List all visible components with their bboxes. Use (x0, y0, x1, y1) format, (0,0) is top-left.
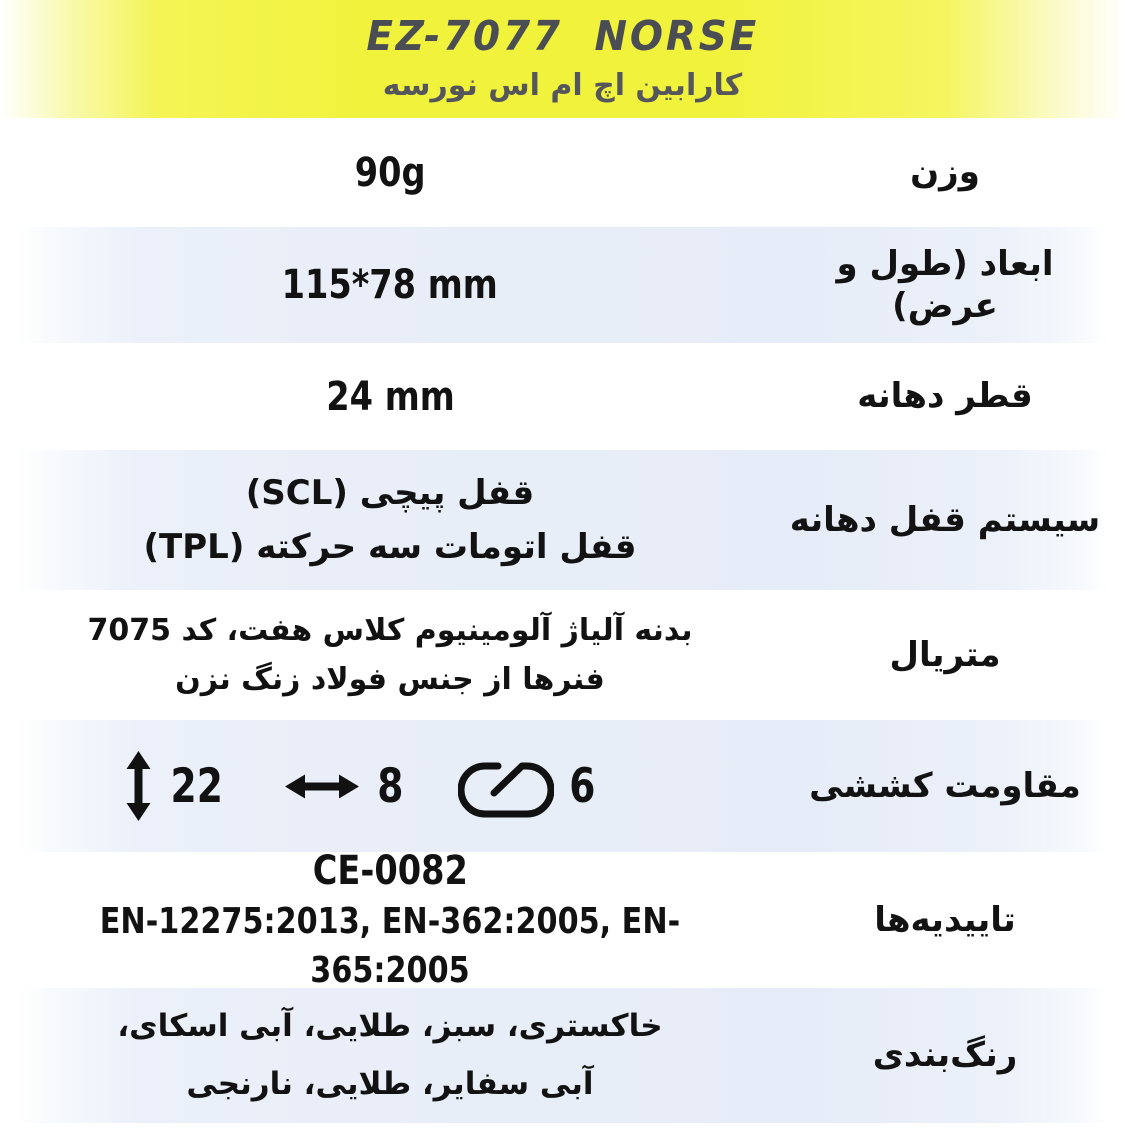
gate-diameter-value: 24 mm (325, 373, 455, 420)
header-banner: EZ-7077 NORSE کارابین اچ ام اس نورسه (0, 0, 1125, 118)
gate-diameter-label-cell: قطر دهانه (780, 375, 1110, 418)
certification-en-standards: EN-12275:2013, EN-362:2005, EN-365:2005 (99, 901, 681, 991)
weight-label: وزن (910, 152, 980, 193)
horizontal-double-arrow-icon (282, 773, 362, 800)
certifications-value-cell: CE-0082 EN-12275:2013, EN-362:2005, EN-3… (0, 844, 780, 995)
carabiner-gate-open-icon (458, 753, 555, 819)
row-weight: 90g وزن (0, 118, 1125, 227)
bottom-margin (0, 1123, 1125, 1141)
minor-axis-strength: 8 (282, 759, 407, 814)
tensile-strength-label-cell: مقاومت کششی (780, 765, 1110, 808)
vertical-double-arrow-icon (125, 748, 152, 824)
tensile-strength-label: مقاومت کششی (809, 765, 1081, 806)
colors-label-cell: رنگ‌بندی (780, 1034, 1110, 1077)
row-certifications: CE-0082 EN-12275:2013, EN-362:2005, EN-3… (0, 848, 1125, 991)
product-subtitle: کارابین اچ ام اس نورسه (382, 68, 743, 104)
row-lock-system: قفل پیچی (SCL) قفل اتومات سه حرکته (TPL)… (0, 450, 1125, 590)
minor-axis-value: 8 (376, 758, 403, 814)
row-tensile-strength: 22 8 (0, 720, 1125, 852)
weight-label-cell: وزن (780, 151, 1110, 194)
material-label-cell: متریال (780, 634, 1110, 677)
colors-value-cell: خاکستری، سبز، طلایی، آبی اسکای، آبی سفای… (0, 998, 780, 1113)
lock-system-value-1: قفل پیچی (SCL) (245, 472, 535, 513)
material-value-1: بدنه آلیاژ آلومینیوم کلاس هفت، کد 7075 (87, 612, 693, 648)
row-dimensions: 115*78 mm ابعاد (طول و عرض) (0, 227, 1125, 343)
dimensions-label-cell: ابعاد (طول و عرض) (780, 243, 1110, 328)
gate-diameter-label: قطر دهانه (857, 376, 1033, 417)
lock-system-label: سیستم قفل دهانه (789, 499, 1101, 540)
material-label: متریال (889, 634, 1001, 675)
strength-ratings: 22 8 (125, 748, 599, 824)
tensile-strength-value-cell: 22 8 (0, 748, 780, 824)
certification-ce: CE-0082 (312, 848, 468, 895)
colors-value-1: خاکستری، سبز، طلایی، آبی اسکای، (117, 1008, 663, 1045)
product-title: EZ-7077 NORSE (366, 11, 759, 60)
certifications-label: تاییدیه‌ها (874, 899, 1016, 940)
dimensions-value-cell: 115*78 mm (0, 262, 780, 308)
lock-system-value-2: قفل اتومات سه حرکته (TPL) (143, 527, 637, 567)
material-value-cell: بدنه آلیاژ آلومینیوم کلاس هفت، کد 7075 ف… (0, 606, 780, 705)
major-axis-strength: 22 (125, 748, 229, 824)
lock-system-label-cell: سیستم قفل دهانه (780, 499, 1110, 542)
gate-open-strength: 6 (458, 753, 599, 819)
colors-label: رنگ‌بندی (872, 1035, 1018, 1076)
colors-value-2: آبی سفایر، طلایی، نارنجی (186, 1065, 594, 1102)
material-value-2: فنرها از جنس فولاد زنگ نزن (175, 662, 605, 697)
gate-diameter-value-cell: 24 mm (0, 374, 780, 420)
weight-value-cell: 90g (0, 150, 780, 196)
dimensions-value: 115*78 mm (281, 262, 499, 308)
row-gate-diameter: 24 mm قطر دهانه (0, 343, 1125, 450)
major-axis-value: 22 (170, 758, 223, 814)
gate-open-value: 6 (569, 758, 596, 814)
dimensions-label: ابعاد (طول و عرض) (836, 243, 1054, 327)
weight-value: 90g (354, 149, 426, 196)
row-material: بدنه آلیاژ آلومینیوم کلاس هفت، کد 7075 ف… (0, 590, 1125, 720)
lock-system-value-cell: قفل پیچی (SCL) قفل اتومات سه حرکته (TPL) (0, 466, 780, 575)
row-colors: خاکستری، سبز، طلایی، آبی اسکای، آبی سفای… (0, 988, 1125, 1123)
certifications-label-cell: تاییدیه‌ها (780, 899, 1110, 942)
